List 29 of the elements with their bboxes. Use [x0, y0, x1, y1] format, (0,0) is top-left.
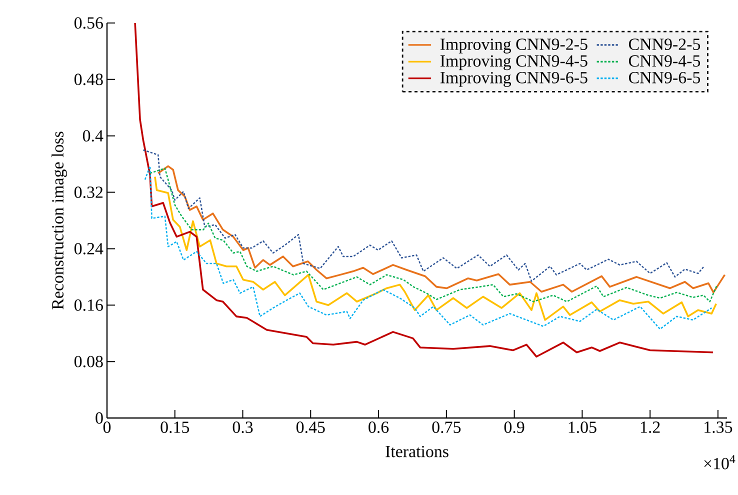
x-tick-label: 0.75	[432, 422, 461, 434]
legend-label: CNN9-2-5	[628, 38, 700, 50]
legend-label: CNN9-6-5	[628, 72, 700, 84]
y-tick-label: 0.32	[74, 186, 103, 198]
x-tick-label: 0.6	[368, 422, 389, 434]
x-tick-label: 0.15	[160, 422, 190, 434]
x-tick-label: 1.05	[568, 422, 596, 434]
x-tick-label: 0.3	[232, 422, 253, 434]
x-axis-title: Iterations	[386, 446, 448, 458]
line-series	[134, 23, 714, 358]
legend-label: Improving CNN9-6-5	[440, 72, 588, 87]
x-tick-label: 0.45	[296, 422, 325, 434]
x-tick-label: 0.9	[504, 422, 524, 434]
x-tick-label: 1.35	[704, 422, 732, 433]
y-tick-label: 0.4	[82, 130, 104, 142]
y-tick-label: 0	[96, 412, 103, 424]
x-tick-label: 0	[103, 422, 111, 433]
y-tick-label: 0.48	[74, 74, 103, 86]
text: ×10$^{4}$	[704, 455, 736, 470]
y-tick-label: 0.24	[74, 242, 104, 254]
x-tick-label: 1.2	[640, 422, 660, 433]
y-tick-label: 0.16	[74, 299, 103, 311]
legend-label: Improving CNN9-4-5	[440, 55, 588, 70]
y-tick-label: 0.56	[74, 17, 103, 29]
legend-label: CNN9-4-5	[628, 55, 700, 67]
y-tick-label: 0.08	[74, 356, 103, 368]
y-axis-title: Reconstruction image loss	[52, 132, 67, 310]
line-series	[142, 149, 704, 282]
legend-label: Improving CNN9-2-5	[440, 38, 588, 54]
